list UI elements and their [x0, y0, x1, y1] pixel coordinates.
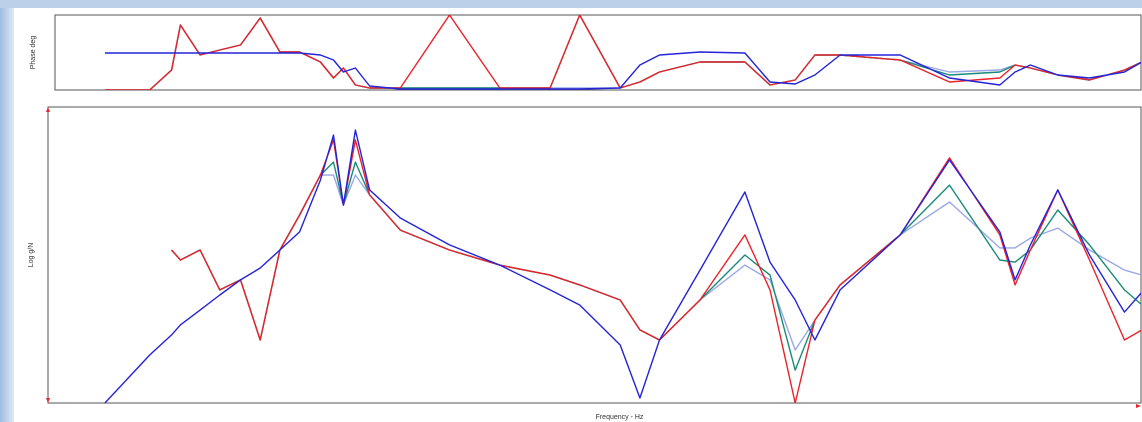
series-line	[104, 51, 1141, 90]
series-line	[104, 129, 1141, 403]
x-axis-label: Frequency - Hz	[596, 414, 644, 421]
window-edge	[0, 0, 14, 422]
y-axis-label: Log g/N	[28, 243, 35, 268]
plot-frame	[47, 106, 1142, 404]
axis-arrow	[46, 398, 50, 403]
plots: Phase deg Log g/N Frequency - Hz	[28, 14, 1142, 421]
plot-frame	[54, 14, 1142, 91]
window-edge	[0, 0, 1142, 8]
series-line	[171, 139, 1141, 403]
axis-arrow	[1136, 404, 1141, 408]
axis-arrow	[46, 107, 50, 112]
y-axis-label: Phase deg	[30, 36, 37, 70]
series-line	[104, 15, 1141, 90]
